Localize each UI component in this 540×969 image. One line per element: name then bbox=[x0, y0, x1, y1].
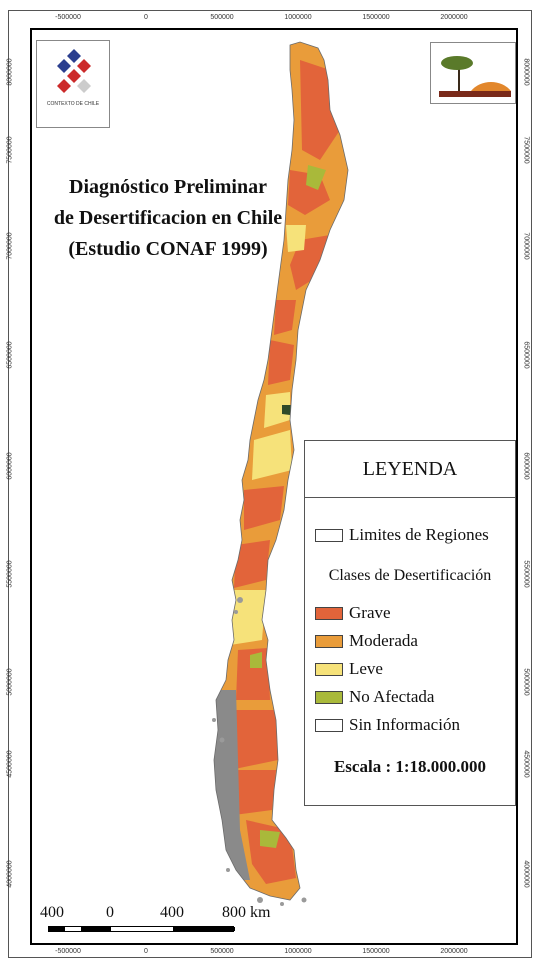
scale-segment bbox=[81, 927, 111, 931]
region-leve bbox=[230, 590, 266, 645]
region-no-afectada bbox=[250, 652, 262, 668]
scale-segment bbox=[111, 927, 173, 931]
legend-scale: Escala : 1:18.000.000 bbox=[333, 757, 487, 776]
legend-swatch bbox=[315, 634, 343, 648]
legend-swatch bbox=[315, 606, 343, 620]
legend-label: No Afectada bbox=[349, 687, 435, 706]
islands bbox=[212, 597, 307, 906]
x-tick-top: 1500000 bbox=[362, 14, 390, 21]
legend-item-grave: Grave bbox=[315, 603, 391, 623]
map-title: Diagnóstico Preliminar de Desertificacio… bbox=[48, 172, 288, 265]
tree-icon bbox=[439, 56, 511, 97]
x-tick-bottom: 500000 bbox=[210, 948, 234, 955]
x-tick-bottom: 1500000 bbox=[362, 948, 390, 955]
legend-swatch bbox=[315, 662, 343, 676]
scalebar-label: 0 bbox=[106, 904, 114, 921]
region-grave bbox=[230, 710, 278, 770]
legend-label: Moderada bbox=[349, 631, 418, 650]
chile-emblem-icon bbox=[57, 49, 91, 93]
region-grave bbox=[234, 770, 276, 815]
legend-label: Grave bbox=[349, 603, 391, 622]
region-no-afectada bbox=[306, 165, 326, 190]
outer-frame bbox=[8, 10, 532, 958]
region-city bbox=[282, 405, 292, 415]
legend-label: Sin Información bbox=[349, 715, 460, 734]
region-leve bbox=[264, 392, 290, 428]
legend-item-sin-informacion: Sin Información bbox=[315, 715, 460, 735]
government-logo: CONTEXTO DE CHILE bbox=[36, 40, 110, 128]
x-tick-bottom: -500000 bbox=[55, 948, 81, 955]
title-line-2: de Desertificacion en Chile bbox=[53, 207, 283, 229]
scale-bar bbox=[48, 926, 235, 932]
scale-segment bbox=[65, 927, 81, 931]
title-line-3: (Estudio CONAF 1999) bbox=[68, 238, 268, 260]
chile-outline bbox=[213, 41, 349, 901]
region-grave bbox=[244, 486, 284, 530]
region-grave bbox=[234, 540, 270, 588]
region-no-afectada bbox=[260, 830, 280, 848]
x-tick-top: 500000 bbox=[210, 14, 234, 21]
scale-segment bbox=[173, 927, 235, 931]
x-tick-bottom: 2000000 bbox=[440, 948, 468, 955]
scalebar-label: 800 km bbox=[222, 904, 271, 921]
x-tick-top: 2000000 bbox=[440, 14, 468, 21]
legend-label: Leve bbox=[349, 659, 383, 678]
x-tick-top: 1000000 bbox=[284, 14, 312, 21]
title-line-1: Diagnóstico Preliminar bbox=[69, 176, 267, 198]
region-leve bbox=[286, 225, 306, 252]
region-grave bbox=[274, 300, 296, 335]
desert-emblem bbox=[430, 42, 516, 104]
legend-classes-title: Clases de Desertificación bbox=[328, 567, 492, 584]
legend-swatch bbox=[315, 528, 343, 542]
scalebar-label: 400 bbox=[40, 904, 64, 921]
region-leve bbox=[252, 430, 292, 480]
legend-swatch bbox=[315, 718, 343, 732]
legend-title: LEYENDA bbox=[305, 441, 515, 498]
x-tick-top: -500000 bbox=[55, 14, 81, 21]
scale-segment bbox=[49, 927, 65, 931]
legend: LEYENDA Limites de Regiones Clases de De… bbox=[304, 440, 516, 806]
legend-item-leve: Leve bbox=[315, 659, 383, 679]
legend-label: Limites de Regiones bbox=[349, 525, 489, 544]
region-grave bbox=[268, 340, 294, 385]
legend-swatch bbox=[315, 690, 343, 704]
scalebar-label: 400 bbox=[160, 904, 184, 921]
region-grave bbox=[246, 820, 296, 884]
legend-item-no-afectada: No Afectada bbox=[315, 687, 434, 707]
logo-caption: CONTEXTO DE CHILE bbox=[46, 101, 100, 107]
legend-item-region-limits: Limites de Regiones bbox=[315, 525, 489, 545]
legend-item-moderada: Moderada bbox=[315, 631, 418, 651]
x-tick-bottom: 1000000 bbox=[284, 948, 312, 955]
x-tick-bottom: 0 bbox=[144, 948, 148, 955]
x-tick-top: 0 bbox=[144, 14, 148, 21]
